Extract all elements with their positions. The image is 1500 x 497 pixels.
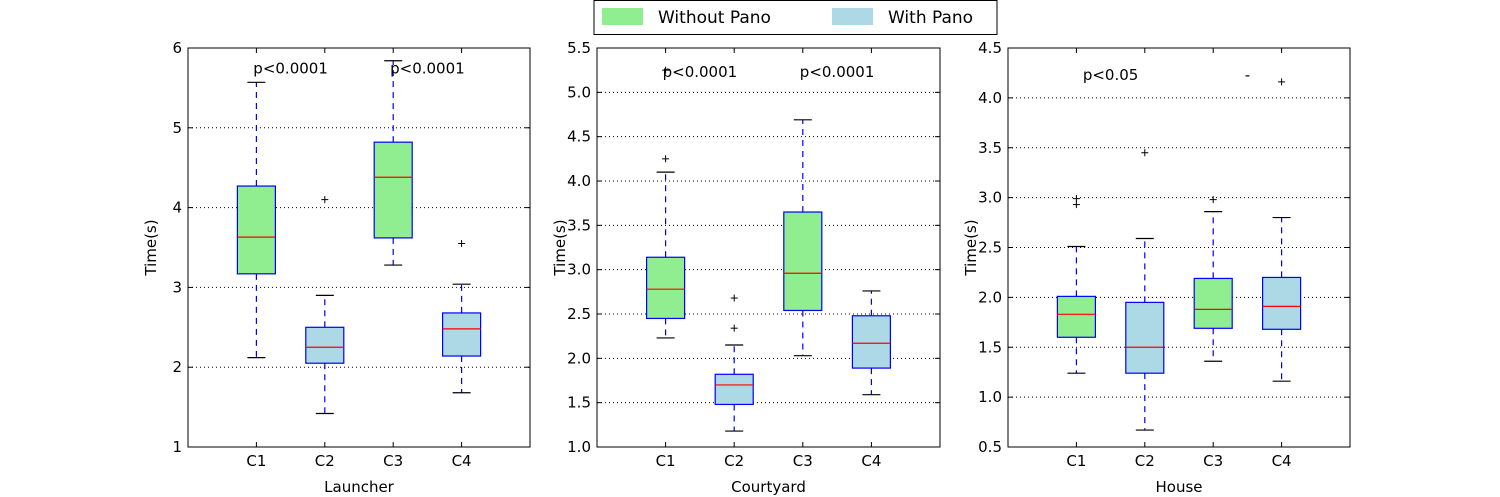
x-tick-label: C4	[1272, 452, 1292, 470]
x-tick-label: C1	[1066, 452, 1086, 470]
y-tick-label: 4.5	[567, 128, 591, 146]
legend-frame	[593, 0, 998, 35]
box-body	[783, 211, 823, 312]
y-tick-label: 6	[172, 39, 182, 57]
x-tick-label: C1	[656, 452, 676, 470]
outlier-point	[662, 155, 670, 163]
p-value-annotation: p<0.0001	[390, 60, 465, 78]
y-tick-label: 1.5	[567, 394, 591, 412]
y-tick-label: 1	[172, 438, 182, 456]
box-body	[1125, 301, 1165, 374]
x-tick-label: C2	[315, 452, 335, 470]
y-tick-label: 4.0	[978, 89, 1002, 107]
x-tick-label: C2	[1135, 452, 1155, 470]
y-tick-label: 0.5	[978, 438, 1002, 456]
plot-frame	[1007, 47, 1351, 448]
p-value-annotation: p<0.0001	[663, 63, 738, 81]
box-c3	[373, 60, 413, 266]
p-value-annotation: p<0.0001	[800, 63, 875, 81]
p-value-annotation: p<0.0001	[253, 60, 328, 78]
y-axis-title: Time(s)	[962, 219, 980, 276]
y-tick-label: 1.0	[978, 388, 1002, 406]
box-c2	[1125, 149, 1165, 431]
y-tick-label: 1.5	[978, 338, 1002, 356]
legend-label-with-pano: With Pano	[888, 8, 973, 28]
x-tick-label: C1	[246, 452, 266, 470]
x-tick-label: C2	[724, 452, 744, 470]
x-tick-label: C3	[1203, 452, 1223, 470]
box-c3	[783, 119, 823, 357]
box-body	[714, 373, 754, 406]
outlier-point	[1072, 201, 1080, 209]
y-tick-label: 5.5	[567, 39, 591, 57]
outlier-point	[1141, 149, 1149, 157]
outlier-point	[662, 66, 670, 74]
y-tick-label: 1.0	[567, 438, 591, 456]
outlier-point	[1278, 78, 1286, 86]
legend-swatch-without-pano	[602, 8, 643, 25]
x-tick-label: C3	[383, 452, 403, 470]
y-tick-label: 4.0	[567, 172, 591, 190]
y-tick-label: 3	[172, 278, 182, 296]
y-tick-label: 3.0	[978, 189, 1002, 207]
p-value-annotation: p<0.05	[1083, 66, 1139, 84]
legend-label-without-pano: Without Pano	[658, 8, 771, 28]
y-tick-label: 4.5	[978, 39, 1002, 57]
p-value-annotation: -	[1245, 66, 1250, 84]
box-body	[236, 185, 276, 275]
y-tick-label: 5	[172, 119, 182, 137]
y-tick-label: 5.0	[567, 83, 591, 101]
box-body	[645, 256, 686, 320]
y-tick-label: 4	[172, 199, 182, 217]
outlier-point	[1072, 195, 1080, 203]
box-c2	[714, 294, 754, 432]
legend: Without Pano With Pano	[593, 0, 998, 35]
box-c1	[236, 81, 276, 359]
panel-courtyard: 1.0 1.5 2.0 2.5 3.0 3.5 4.0 4.5 5.0 5.5 C1 C2 C3 C4 p<…	[551, 39, 941, 496]
y-tick-label: 2.0	[978, 288, 1002, 306]
box-c1	[1056, 195, 1097, 374]
box-c2	[305, 196, 345, 415]
y-tick-label: 2.5	[567, 305, 591, 323]
panel-house: 0.5 1.0 1.5 2.0 2.5 3.0 3.5 4.0 4.5 C1 C2 C3 C4 p<0.0…	[962, 39, 1351, 496]
box-body	[1056, 295, 1097, 338]
box-body	[442, 312, 482, 357]
x-axis-title: House	[1155, 478, 1202, 496]
y-axis-title: Time(s)	[551, 219, 569, 276]
y-axis-title: Time(s)	[142, 219, 160, 276]
outlier-point	[1209, 196, 1217, 204]
x-axis-title: Courtyard	[731, 478, 806, 496]
x-tick-label: C4	[452, 452, 472, 470]
box-c1	[645, 66, 686, 339]
outlier-point	[321, 196, 329, 204]
x-tick-label: C3	[793, 452, 813, 470]
y-tick-label: 2.0	[567, 349, 591, 367]
y-tick-label: 3.5	[567, 216, 591, 234]
x-tick-label: C4	[861, 452, 881, 470]
y-tick-label: 3.0	[567, 261, 591, 279]
box-c3	[1193, 196, 1233, 362]
box-body	[1261, 276, 1302, 330]
box-c4	[442, 240, 482, 394]
x-axis-title: Launcher	[324, 478, 395, 496]
y-tick-label: 3.5	[978, 139, 1002, 157]
outlier-point	[458, 240, 466, 248]
legend-swatch-with-pano	[832, 8, 873, 25]
outlier-point	[730, 294, 738, 302]
box-c4	[1261, 78, 1302, 382]
plot-frame	[187, 47, 531, 448]
panel-launcher: 1 2 3 4 5 6 C1 C2 C3 C4 p<0.0001 p<0.0001 Launcher Ti…	[142, 39, 531, 496]
box-body	[373, 141, 413, 239]
outlier-point	[730, 324, 738, 332]
y-tick-label: 2.5	[978, 239, 1002, 257]
box-body	[1193, 277, 1233, 329]
box-body	[851, 315, 892, 369]
plot-frame	[596, 47, 941, 448]
box-c4	[851, 290, 892, 396]
box-body	[305, 326, 345, 364]
y-tick-label: 2	[172, 358, 182, 376]
